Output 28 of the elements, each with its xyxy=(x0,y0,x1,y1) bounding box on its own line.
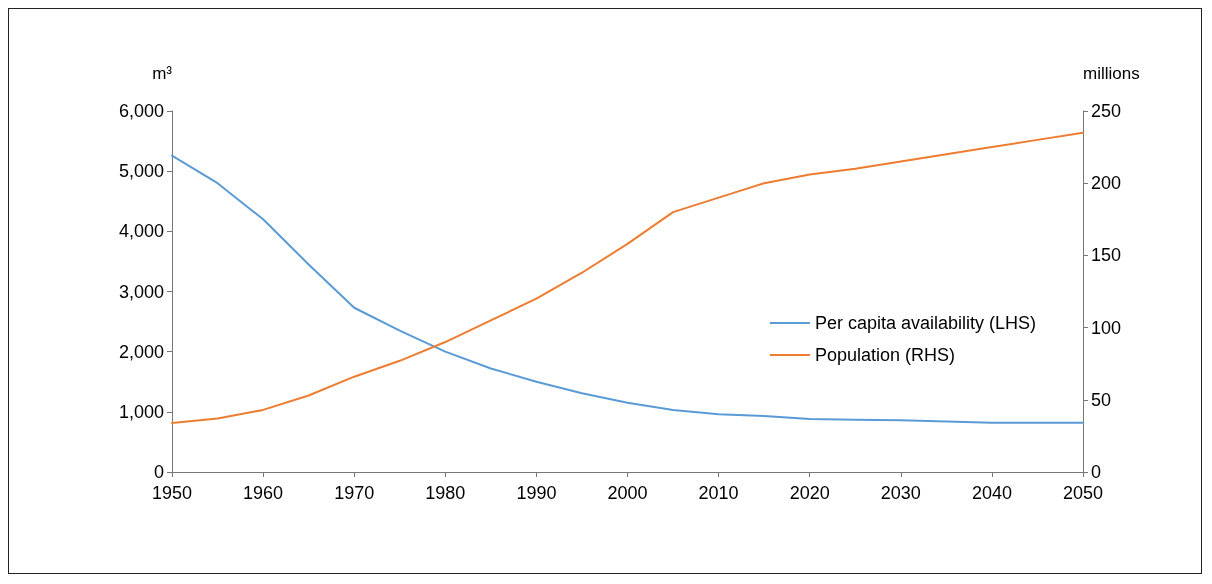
x-tick-label: 2020 xyxy=(789,483,830,503)
y-tick-label: 5,000 xyxy=(118,161,164,182)
x-tick-label: 2000 xyxy=(607,483,648,503)
y-tick-label: 2,000 xyxy=(118,341,164,362)
y2-tick-label: 200 xyxy=(1091,173,1122,194)
y2-axis-title: millions xyxy=(1083,64,1140,83)
y-tick-label: 4,000 xyxy=(118,221,164,242)
x-tick-label: 2040 xyxy=(971,483,1012,503)
y2-tick-label: 100 xyxy=(1091,317,1122,338)
legend-label: Per capita availability (LHS) xyxy=(814,313,1036,333)
x-tick-label: 1960 xyxy=(243,483,284,503)
x-tick-label: 2010 xyxy=(698,483,739,503)
y2-tick-label: 50 xyxy=(1091,389,1112,410)
y-tick-label: 6,000 xyxy=(118,101,164,121)
y-axis-title: m³ xyxy=(152,64,173,83)
x-tick-label: 1970 xyxy=(334,483,375,503)
x-tick-label: 1950 xyxy=(151,483,193,503)
y-tick-label: 0 xyxy=(153,462,164,482)
y-tick-label: 3,000 xyxy=(118,281,164,302)
legend-label: Population (RHS) xyxy=(814,345,955,365)
x-tick-label: 1990 xyxy=(516,483,557,503)
x-tick-label: 2030 xyxy=(880,483,921,503)
y2-tick-label: 150 xyxy=(1091,245,1122,266)
y2-tick-label: 0 xyxy=(1091,462,1102,482)
x-tick-label: 2050 xyxy=(1062,483,1104,503)
y2-tick-label: 250 xyxy=(1091,101,1122,121)
y-tick-label: 1,000 xyxy=(118,401,164,422)
x-tick-label: 1980 xyxy=(425,483,466,503)
